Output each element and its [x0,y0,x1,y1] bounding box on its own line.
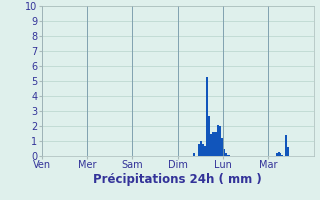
Bar [202,144,204,156]
Bar [223,148,225,156]
Bar [217,124,219,156]
Bar [210,134,212,156]
Bar [221,138,223,156]
Bar [215,132,217,156]
Bar [193,153,195,156]
Bar [198,144,200,156]
Bar [287,147,289,156]
Bar [278,152,280,156]
Bar [225,153,227,156]
Bar [285,135,287,156]
Bar [280,153,282,156]
Bar [219,126,221,156]
Bar [208,116,210,156]
Bar [200,141,202,156]
Bar [276,153,278,156]
Bar [227,154,228,156]
X-axis label: Précipitations 24h ( mm ): Précipitations 24h ( mm ) [93,173,262,186]
Bar [212,132,213,156]
Bar [204,146,206,156]
Bar [206,76,208,156]
Bar [282,154,284,156]
Bar [213,132,215,156]
Bar [228,154,230,156]
